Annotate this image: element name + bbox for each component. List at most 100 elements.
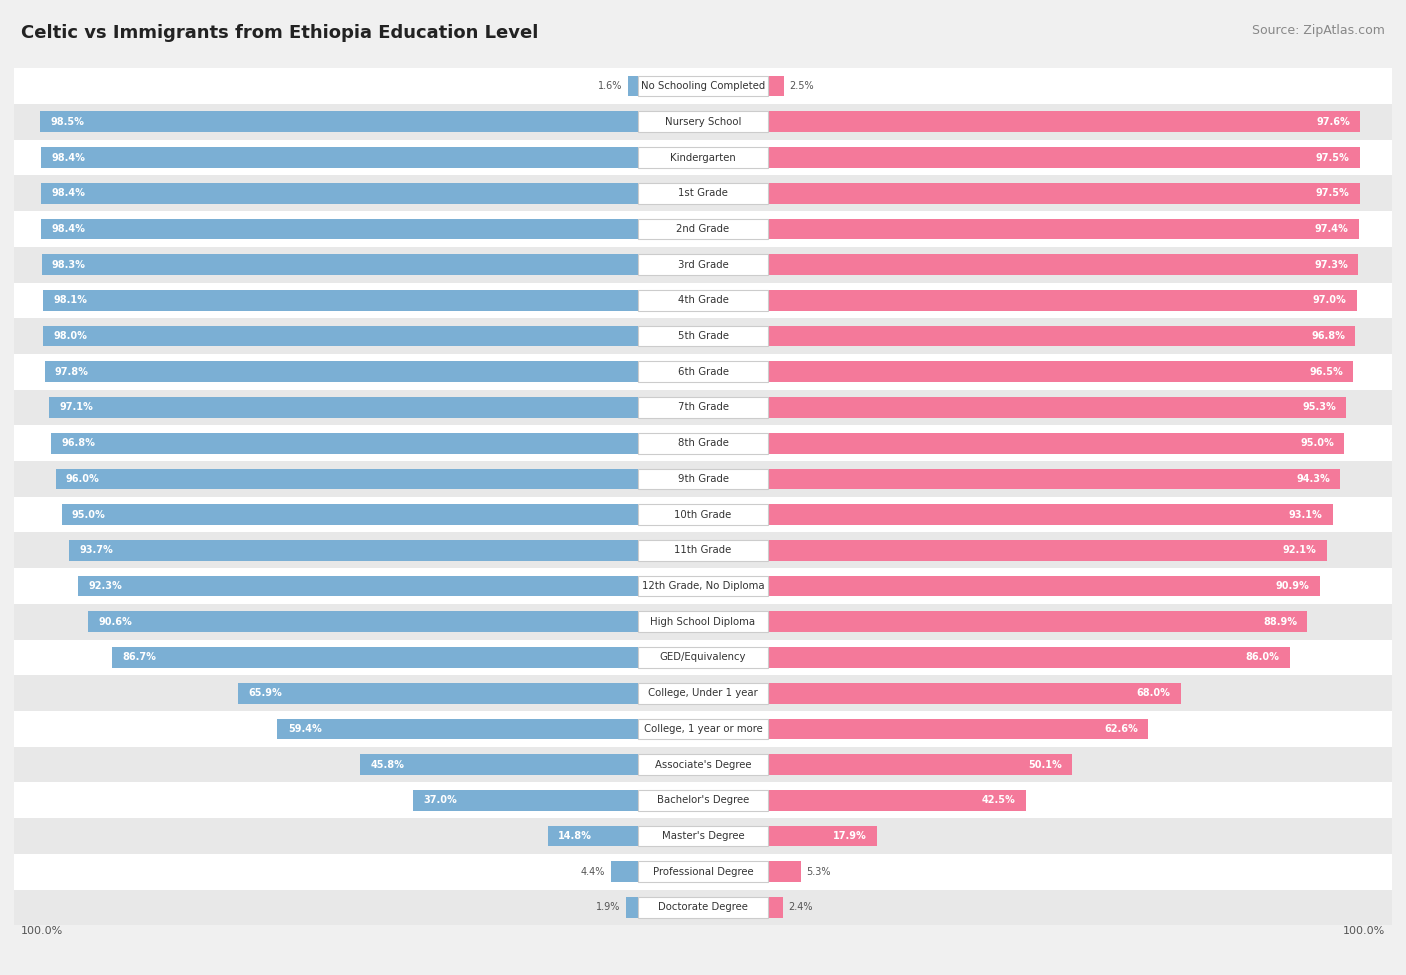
Bar [55,469,637,489]
Bar [637,218,769,239]
Text: 88.9%: 88.9% [1263,617,1298,627]
Text: 3rd Grade: 3rd Grade [678,259,728,270]
Bar [41,147,637,168]
Bar [769,469,1340,489]
Bar [14,68,1392,104]
Text: 98.4%: 98.4% [51,188,86,198]
Bar [41,111,637,133]
Bar [637,76,769,97]
Bar [44,326,637,346]
Text: High School Diploma: High School Diploma [651,617,755,627]
Bar [14,247,1392,283]
Text: Bachelor's Degree: Bachelor's Degree [657,796,749,805]
Bar [769,575,1320,597]
Bar [45,362,637,382]
Bar [769,790,1026,810]
Bar [769,290,1357,311]
Bar [610,861,637,882]
Bar [14,854,1392,889]
Bar [14,889,1392,925]
Text: 11th Grade: 11th Grade [675,545,731,556]
Text: 14.8%: 14.8% [558,831,592,841]
Bar [769,755,1073,775]
Bar [14,354,1392,390]
Text: 98.1%: 98.1% [53,295,87,305]
Bar [14,711,1392,747]
Text: 4th Grade: 4th Grade [678,295,728,305]
Bar [14,283,1392,318]
Bar [42,290,637,311]
Bar [41,218,637,239]
Text: 92.1%: 92.1% [1282,545,1316,556]
Bar [637,504,769,525]
Text: 97.3%: 97.3% [1315,259,1348,270]
Text: 90.9%: 90.9% [1275,581,1309,591]
Bar [637,790,769,810]
Bar [14,461,1392,497]
Text: Doctorate Degree: Doctorate Degree [658,903,748,913]
Text: 2.5%: 2.5% [789,81,814,91]
Bar [62,504,637,525]
Text: 65.9%: 65.9% [249,688,283,698]
Bar [769,76,783,97]
Bar [626,897,637,917]
Bar [51,433,637,453]
Bar [14,176,1392,212]
Text: 96.8%: 96.8% [1312,332,1346,341]
Bar [637,111,769,133]
Text: GED/Equivalency: GED/Equivalency [659,652,747,662]
Text: 98.5%: 98.5% [51,117,84,127]
Text: 98.4%: 98.4% [51,224,86,234]
Bar [49,397,637,418]
Bar [637,362,769,382]
Bar [42,254,637,275]
Bar [14,497,1392,532]
Text: 86.0%: 86.0% [1246,652,1279,662]
Text: 96.8%: 96.8% [60,438,94,449]
Text: No Schooling Completed: No Schooling Completed [641,81,765,91]
Bar [637,719,769,739]
Text: 12th Grade, No Diploma: 12th Grade, No Diploma [641,581,765,591]
Bar [277,719,637,739]
Bar [548,826,637,846]
Text: 1.9%: 1.9% [596,903,620,913]
Text: 5th Grade: 5th Grade [678,332,728,341]
Bar [637,147,769,168]
Text: 42.5%: 42.5% [981,796,1015,805]
Bar [637,540,769,561]
Text: 96.5%: 96.5% [1309,367,1343,376]
Bar [769,183,1360,204]
Bar [769,861,800,882]
Text: 92.3%: 92.3% [89,581,122,591]
Bar [769,218,1360,239]
Text: 95.3%: 95.3% [1302,403,1336,412]
Text: 45.8%: 45.8% [370,760,404,769]
Text: Professional Degree: Professional Degree [652,867,754,877]
Text: 8th Grade: 8th Grade [678,438,728,449]
Bar [14,212,1392,247]
Bar [637,826,769,846]
Text: 97.5%: 97.5% [1316,188,1350,198]
Text: Master's Degree: Master's Degree [662,831,744,841]
Text: 62.6%: 62.6% [1104,723,1137,734]
Bar [77,575,637,597]
Text: 90.6%: 90.6% [98,617,132,627]
Bar [769,326,1355,346]
Bar [637,575,769,597]
Text: 1.6%: 1.6% [598,81,623,91]
Bar [89,611,637,632]
Text: 97.0%: 97.0% [1312,295,1346,305]
Bar [637,897,769,917]
Bar [637,397,769,418]
Bar [769,897,783,917]
Text: 93.7%: 93.7% [80,545,114,556]
Text: 93.1%: 93.1% [1289,510,1323,520]
Bar [14,568,1392,604]
Text: College, Under 1 year: College, Under 1 year [648,688,758,698]
Bar [14,783,1392,818]
Bar [628,76,637,97]
Bar [769,611,1308,632]
Text: 95.0%: 95.0% [72,510,105,520]
Bar [69,540,637,561]
Bar [14,640,1392,676]
